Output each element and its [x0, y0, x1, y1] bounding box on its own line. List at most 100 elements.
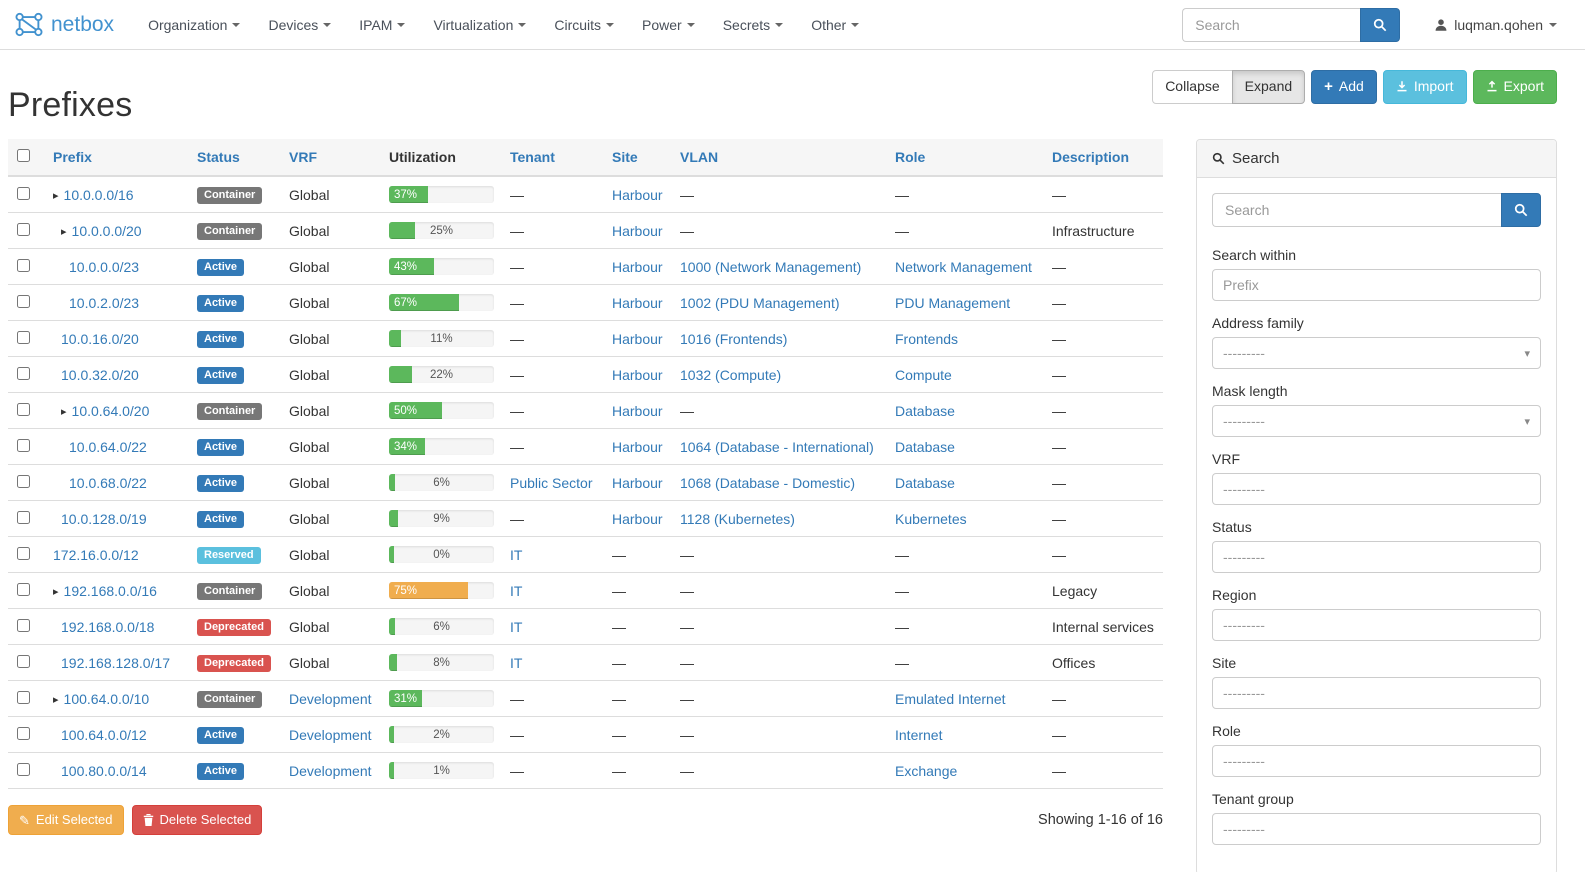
tenant-link[interactable]: IT	[510, 654, 523, 671]
vlan-link[interactable]: 1032 (Compute)	[680, 366, 782, 383]
import-button[interactable]: Import	[1382, 70, 1467, 104]
site-link[interactable]: Harbour	[612, 258, 663, 275]
role-link[interactable]: Exchange	[895, 762, 958, 779]
row-checkbox[interactable]	[17, 546, 30, 560]
prefix-link[interactable]: 172.16.0.0/12	[53, 546, 139, 563]
prefix-link[interactable]: 100.64.0.0/10	[63, 691, 150, 708]
row-checkbox[interactable]	[17, 690, 30, 704]
vrf-link[interactable]: Development	[289, 762, 372, 779]
role-link[interactable]: Internet	[895, 726, 943, 743]
nav-item-other[interactable]: Other	[797, 17, 873, 33]
role-link[interactable]: Database	[895, 402, 955, 419]
role-link[interactable]: PDU Management	[895, 294, 1011, 311]
expand-caret-icon[interactable]: ▸	[53, 585, 59, 598]
nav-item-ipam[interactable]: IPAM	[345, 17, 419, 33]
column-header-tenant[interactable]: Tenant	[502, 139, 604, 177]
delete-selected-button[interactable]: Delete Selected	[131, 805, 263, 836]
vlan-link[interactable]: 1128 (Kubernetes)	[680, 510, 795, 527]
filter-select-vrf[interactable]: ---------	[1212, 473, 1541, 505]
expand-caret-icon[interactable]: ▸	[53, 189, 59, 202]
role-link[interactable]: Network Management	[895, 258, 1032, 275]
filter-select-status[interactable]: ---------	[1212, 541, 1541, 573]
column-header-role[interactable]: Role	[887, 139, 1044, 177]
user-menu[interactable]: luqman.qohen	[1434, 17, 1557, 33]
brand[interactable]: netbox	[14, 11, 114, 38]
row-checkbox[interactable]	[17, 726, 30, 740]
vrf-link[interactable]: Development	[289, 726, 372, 743]
filter-select-tenant-group[interactable]: ---------	[1212, 813, 1541, 845]
row-checkbox[interactable]	[17, 222, 30, 236]
site-link[interactable]: Harbour	[612, 294, 663, 311]
filter-select-role[interactable]: ---------	[1212, 745, 1541, 777]
vlan-link[interactable]: 1002 (PDU Management)	[680, 294, 840, 311]
prefix-link[interactable]: 100.64.0.0/12	[61, 726, 147, 743]
prefix-link[interactable]: 10.0.64.0/20	[71, 403, 150, 420]
expand-caret-icon[interactable]: ▸	[61, 225, 67, 238]
row-checkbox[interactable]	[17, 582, 30, 596]
row-checkbox[interactable]	[17, 186, 30, 200]
filter-search-button[interactable]	[1501, 193, 1541, 227]
role-link[interactable]: Database	[895, 474, 955, 491]
prefix-link[interactable]: 10.0.0.0/16	[63, 187, 134, 204]
row-checkbox[interactable]	[17, 438, 30, 452]
nav-item-secrets[interactable]: Secrets	[709, 17, 797, 33]
add-button[interactable]: + Add	[1311, 70, 1377, 104]
column-header-vrf[interactable]: VRF	[281, 139, 381, 177]
select-all-checkbox[interactable]	[17, 149, 30, 162]
nav-item-devices[interactable]: Devices	[254, 17, 345, 33]
row-checkbox[interactable]	[17, 402, 30, 416]
filter-select-address-family[interactable]: --------- ▾	[1212, 337, 1541, 369]
row-checkbox[interactable]	[17, 618, 30, 632]
nav-item-circuits[interactable]: Circuits	[540, 17, 628, 33]
filter-select-mask-length[interactable]: --------- ▾	[1212, 405, 1541, 437]
row-checkbox[interactable]	[17, 762, 30, 776]
navbar-search-input[interactable]	[1182, 7, 1361, 42]
site-link[interactable]: Harbour	[612, 186, 663, 203]
prefix-link[interactable]: 10.0.0.0/20	[71, 223, 142, 240]
prefix-link[interactable]: 10.0.68.0/22	[69, 474, 147, 491]
site-link[interactable]: Harbour	[612, 222, 663, 239]
expand-caret-icon[interactable]: ▸	[61, 405, 67, 418]
filter-input-search-within[interactable]	[1212, 269, 1541, 301]
site-link[interactable]: Harbour	[612, 438, 663, 455]
site-link[interactable]: Harbour	[612, 366, 663, 383]
nav-item-virtualization[interactable]: Virtualization	[419, 17, 540, 33]
edit-selected-button[interactable]: ✎ Edit Selected	[8, 805, 124, 836]
filter-search-input[interactable]	[1212, 193, 1501, 227]
expand-button[interactable]: Expand	[1231, 70, 1306, 104]
role-link[interactable]: Kubernetes	[895, 510, 967, 527]
row-checkbox[interactable]	[17, 258, 30, 272]
prefix-link[interactable]: 10.0.16.0/20	[61, 330, 139, 347]
role-link[interactable]: Compute	[895, 366, 952, 383]
role-link[interactable]: Emulated Internet	[895, 690, 1006, 707]
tenant-link[interactable]: IT	[510, 546, 523, 563]
column-header-description[interactable]: Description	[1044, 139, 1163, 177]
role-link[interactable]: Database	[895, 438, 955, 455]
role-link[interactable]: Frontends	[895, 330, 959, 347]
prefix-link[interactable]: 10.0.32.0/20	[61, 366, 139, 383]
prefix-link[interactable]: 10.0.0.0/23	[69, 258, 140, 275]
site-link[interactable]: Harbour	[612, 402, 663, 419]
row-checkbox[interactable]	[17, 510, 30, 524]
prefix-link[interactable]: 10.0.2.0/23	[69, 294, 140, 311]
column-header-site[interactable]: Site	[604, 139, 672, 177]
tenant-link[interactable]: IT	[510, 618, 523, 635]
row-checkbox[interactable]	[17, 474, 30, 488]
collapse-button[interactable]: Collapse	[1152, 70, 1233, 104]
site-link[interactable]: Harbour	[612, 510, 663, 527]
prefix-link[interactable]: 192.168.0.0/18	[61, 618, 155, 635]
vlan-link[interactable]: 1068 (Database - Domestic)	[680, 474, 856, 491]
row-checkbox[interactable]	[17, 294, 30, 308]
prefix-link[interactable]: 10.0.128.0/19	[61, 510, 147, 527]
column-header-status[interactable]: Status	[189, 139, 281, 177]
tenant-link[interactable]: IT	[510, 582, 523, 599]
column-header-vlan[interactable]: VLAN	[672, 139, 887, 177]
nav-item-organization[interactable]: Organization	[134, 17, 254, 33]
nav-item-power[interactable]: Power	[628, 17, 709, 33]
prefix-link[interactable]: 100.80.0.0/14	[61, 762, 147, 779]
column-header-prefix[interactable]: Prefix	[45, 139, 189, 177]
vlan-link[interactable]: 1016 (Frontends)	[680, 330, 788, 347]
navbar-search-button[interactable]	[1360, 7, 1401, 42]
row-checkbox[interactable]	[17, 366, 30, 380]
site-link[interactable]: Harbour	[612, 330, 663, 347]
